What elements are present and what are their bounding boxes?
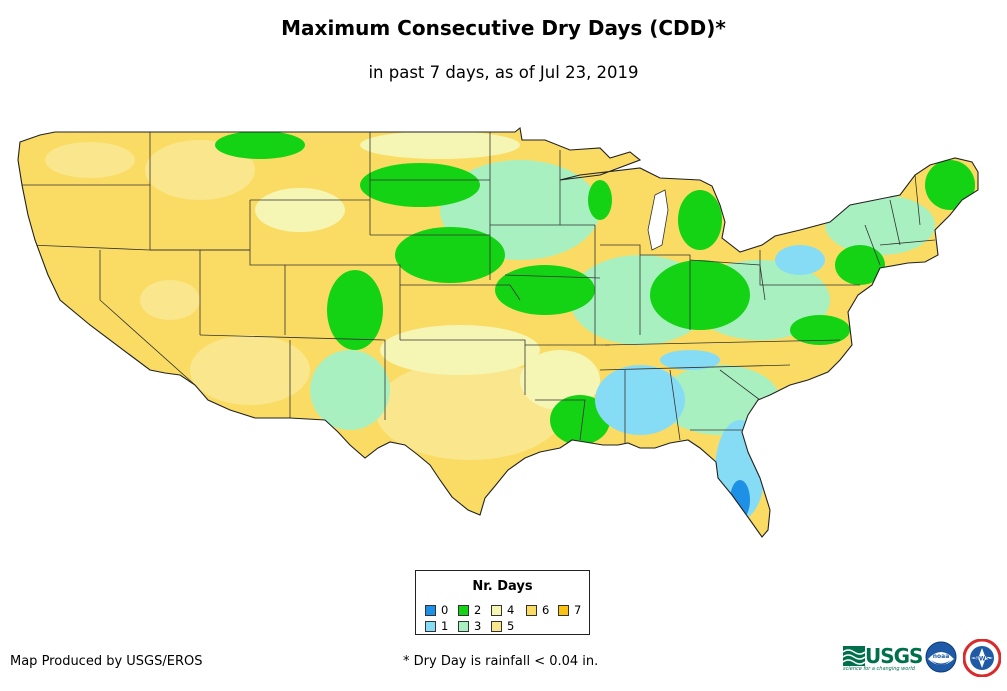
legend-item-7: 7 bbox=[558, 603, 581, 617]
region-days-5-nevada bbox=[140, 280, 200, 320]
legend-label: 3 bbox=[474, 619, 482, 633]
region-days-4-north-plains bbox=[360, 131, 520, 159]
legend-label: 0 bbox=[441, 603, 449, 617]
region-days-2-montana bbox=[215, 131, 305, 159]
region-days-3-new-mexico bbox=[310, 350, 390, 430]
region-days-4-wyoming bbox=[255, 188, 345, 232]
legend-item-3: 3 bbox=[458, 619, 481, 633]
region-days-5-southwest bbox=[190, 335, 310, 405]
state-boundaries bbox=[20, 132, 936, 443]
legend-label: 4 bbox=[507, 603, 515, 617]
legend-item-4: 4 bbox=[491, 603, 514, 617]
legend-swatch-6 bbox=[526, 604, 537, 616]
nws-logo-icon: NWS bbox=[963, 639, 1001, 677]
boundary-line bbox=[400, 339, 526, 395]
region-days-2-nebraska bbox=[395, 227, 505, 283]
region-days-3-northeast bbox=[825, 195, 935, 255]
legend-item-0: 0 bbox=[425, 603, 448, 617]
boundary-line bbox=[600, 244, 641, 335]
boundary-line bbox=[504, 274, 601, 279]
boundary-line bbox=[759, 250, 860, 286]
usgs-text: USGS bbox=[865, 644, 923, 668]
legend-label: 7 bbox=[574, 603, 582, 617]
region-days-1-tennessee bbox=[660, 350, 720, 370]
legend-item-2: 2 bbox=[458, 603, 481, 617]
legend-item-1: 1 bbox=[425, 619, 448, 633]
legend-label: 2 bbox=[474, 603, 482, 617]
legend-swatch-3 bbox=[458, 620, 469, 632]
map-credit: Map Produced by USGS/EROS bbox=[10, 654, 203, 669]
legend-label: 6 bbox=[542, 603, 550, 617]
boundary-line bbox=[400, 284, 521, 301]
boundary-line bbox=[285, 264, 401, 340]
boundary-line bbox=[669, 369, 681, 441]
boundary-line bbox=[199, 334, 386, 341]
legend-swatch-5 bbox=[491, 620, 502, 632]
legend-swatch-4 bbox=[491, 604, 502, 616]
nws-text: NWS bbox=[974, 656, 990, 663]
region-days-1-new-york bbox=[775, 245, 825, 275]
region-days-2-maine bbox=[925, 160, 975, 210]
map-subtitle: in past 7 days, as of Jul 23, 2019 bbox=[368, 63, 639, 82]
legend: Nr. Days 0 1 2 3 4 5 6 7 bbox=[415, 570, 590, 635]
region-days-2-michigan bbox=[678, 190, 722, 250]
region-days-2-louisiana bbox=[550, 395, 610, 445]
region-days-1-deep-south bbox=[595, 365, 685, 435]
lake-michigan bbox=[647, 189, 669, 251]
legend-item-6: 6 bbox=[526, 603, 549, 617]
region-days-2-wisconsin bbox=[588, 180, 612, 220]
region-days-2-pennsylvania bbox=[835, 245, 885, 285]
region-days-0-florida bbox=[730, 480, 750, 520]
boundary-line bbox=[914, 174, 921, 226]
footnote: * Dry Day is rainfall < 0.04 in. bbox=[403, 654, 599, 669]
region-days-5-texas bbox=[375, 360, 565, 460]
boundary-line bbox=[535, 399, 586, 441]
boundary-line bbox=[864, 224, 881, 266]
legend-swatch-1 bbox=[425, 620, 436, 632]
boundary-line bbox=[249, 200, 286, 335]
legend-item-5: 5 bbox=[491, 619, 514, 633]
region-days-5-northwest bbox=[45, 142, 135, 178]
usgs-logo-icon: USGS science for a changing world bbox=[843, 644, 923, 674]
boundary-line bbox=[719, 369, 761, 401]
map-title: Maximum Consecutive Dry Days (CDD)* bbox=[281, 16, 726, 40]
legend-swatch-2 bbox=[458, 604, 469, 616]
us-outline bbox=[17, 126, 979, 538]
noaa-logo-icon: noaa bbox=[925, 641, 957, 673]
boundary-line bbox=[599, 364, 791, 371]
boundary-line bbox=[99, 250, 196, 386]
boundary-line bbox=[604, 339, 841, 346]
boundary-line bbox=[889, 199, 901, 246]
noaa-text: noaa bbox=[933, 653, 950, 660]
region-days-2-virginia bbox=[790, 315, 850, 345]
region-days-4-oklahoma bbox=[380, 325, 540, 375]
region-days-2-missouri bbox=[495, 265, 595, 315]
region-days-5-northern-rockies bbox=[145, 140, 255, 200]
legend-label: 5 bbox=[507, 619, 515, 633]
legend-swatch-0 bbox=[425, 604, 436, 616]
legend-label: 1 bbox=[441, 619, 449, 633]
boundary-line bbox=[640, 254, 691, 330]
region-days-2-dakotas bbox=[360, 163, 480, 207]
legend-title: Nr. Days bbox=[472, 579, 533, 594]
boundary-line bbox=[879, 239, 936, 246]
legend-swatch-7 bbox=[558, 604, 569, 616]
usgs-tagline: science for a changing world bbox=[843, 666, 915, 672]
region-days-2-colorado bbox=[327, 270, 383, 350]
region-days-2-ohio bbox=[650, 260, 750, 330]
usgs-wave-icon bbox=[843, 646, 865, 666]
